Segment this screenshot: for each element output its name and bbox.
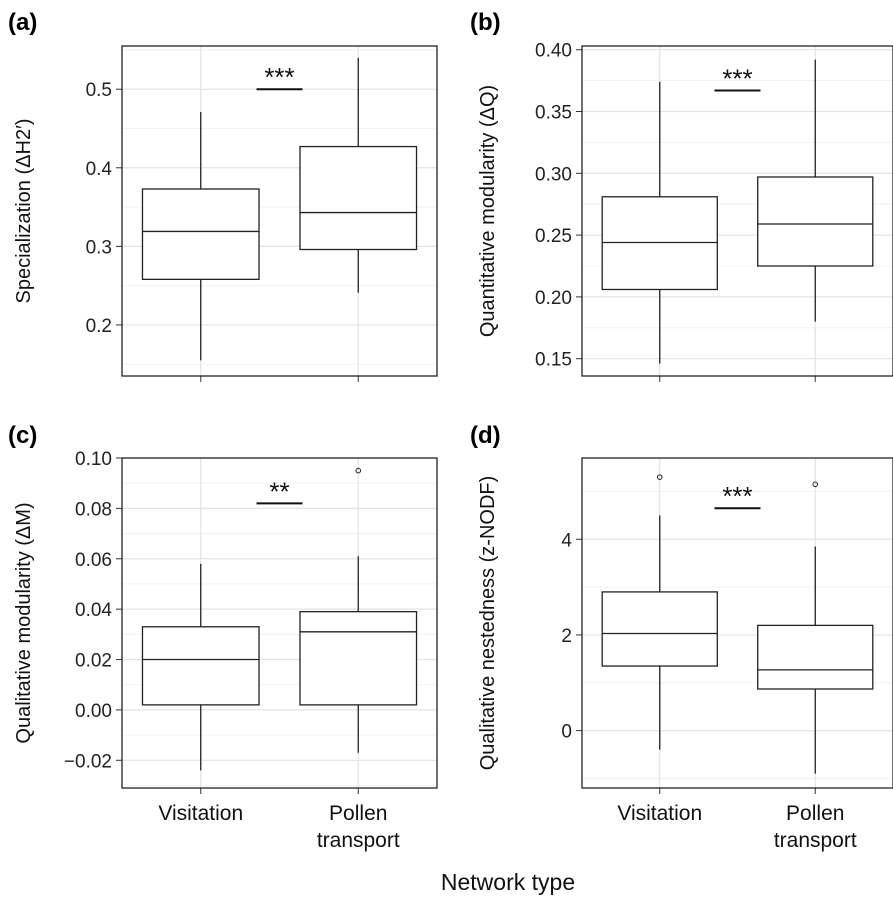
y-tick-label: 0.00 [75, 701, 112, 722]
x-category-label: Visitation [617, 802, 702, 825]
boxplot-pollen-transport [299, 57, 418, 293]
y-axis-label: Specialization (ΔH2′) [13, 119, 35, 304]
y-tick-label: 0.08 [75, 499, 112, 520]
panel-a: 0.2 0.3 0.4 0.5 *** (a) Specialization (ΔH2′) [8, 9, 438, 382]
outlier-point [355, 467, 362, 474]
y-tick-label: 0.10 [75, 449, 112, 470]
x-axis-title: Network type [441, 869, 575, 895]
box-iqr [299, 145, 418, 251]
boxplot-pollen-transport [757, 481, 874, 774]
panel-border [581, 457, 893, 789]
box-iqr [141, 188, 260, 281]
x-category-label: Visitation [158, 802, 243, 825]
boxplot-visitation [601, 474, 718, 750]
y-tick-label: 0.2 [86, 316, 112, 337]
y-axis-label: Qualitative modularity (ΔM) [13, 502, 35, 743]
y-tick-label: 0.4 [86, 159, 113, 180]
panel-c: −0.02 0.00 0.02 0.04 0.06 0.08 0.10 ** (c) Qualit… [8, 422, 438, 852]
boxplot-visitation [601, 81, 718, 364]
y-tick-label: 0.40 [535, 41, 572, 62]
y-tick-label: 0.5 [86, 80, 112, 101]
y-tick-label: 2 [561, 626, 572, 647]
x-category-label-line: Pollen [786, 802, 844, 825]
significance-label: ** [269, 476, 289, 506]
box-iqr [757, 624, 874, 690]
y-axis-label: Qualitative nestedness (z-NODF) [477, 476, 499, 771]
y-tick-label: 0 [561, 722, 572, 743]
y-tick-label: 0.3 [86, 237, 112, 258]
box-iqr [757, 176, 874, 267]
y-tick-label: 0.02 [75, 651, 112, 672]
x-category-label-line: transport [317, 829, 400, 852]
x-category-label: Pollen transport [774, 802, 857, 852]
y-tick-label: 4 [561, 530, 572, 551]
panel-d: 0 2 4 *** (d) Qualitative nestedness (z-NODF)… [470, 422, 893, 852]
panel-label: (b) [470, 9, 501, 36]
boxplot-visitation [141, 563, 260, 771]
box-iqr [299, 611, 418, 706]
panel-border [121, 457, 438, 789]
y-axis-label: Quantitative modularity (ΔQ) [477, 85, 499, 337]
y-tick-label: 0.25 [535, 226, 572, 247]
significance-label: *** [722, 481, 752, 511]
x-category-label-line: Pollen [329, 802, 387, 825]
box-iqr [601, 591, 718, 667]
x-category-label-line: transport [774, 829, 857, 852]
x-category-label: Pollen transport [317, 802, 400, 852]
y-tick-label: 0.20 [535, 288, 572, 309]
y-tick-label: 0.35 [535, 103, 572, 124]
panel-border [581, 45, 893, 377]
y-tick-label: 0.15 [535, 350, 572, 371]
box-iqr [141, 626, 260, 706]
panel-label: (c) [8, 422, 37, 449]
panel-b: 0.15 0.20 0.25 0.30 0.35 0.40 *** (b) Quantitati… [470, 9, 893, 382]
boxplot-pollen-transport [757, 59, 874, 322]
panel-border [121, 45, 438, 377]
significance-label: *** [264, 62, 294, 92]
outlier-point [812, 481, 819, 488]
boxplot-visitation [141, 112, 260, 361]
outlier-point [656, 474, 663, 480]
y-tick-label: 0.04 [75, 600, 112, 621]
panel-label: (d) [470, 422, 501, 449]
y-tick-label: 0.30 [535, 164, 572, 185]
panel-label: (a) [8, 9, 37, 36]
significance-label: *** [722, 63, 752, 93]
y-tick-label: 0.06 [75, 550, 112, 571]
y-tick-label: −0.02 [64, 751, 112, 772]
boxplot-pollen-transport [299, 467, 418, 753]
